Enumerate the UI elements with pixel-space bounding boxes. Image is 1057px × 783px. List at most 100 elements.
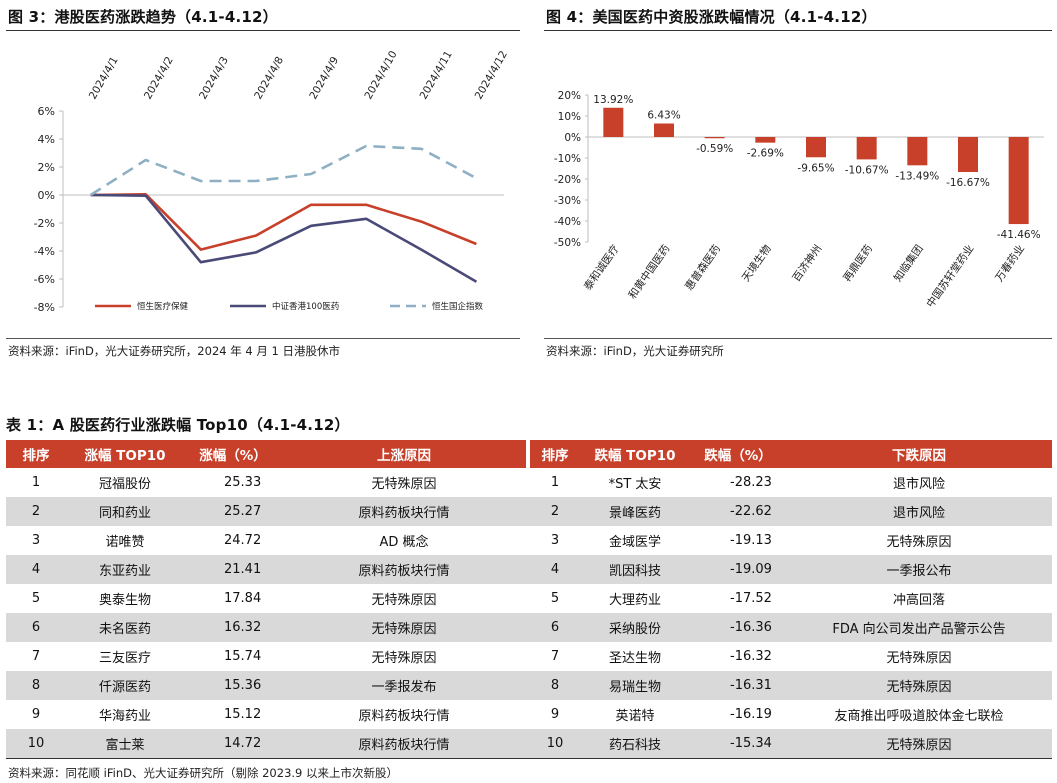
cell-loser-name: 药石科技	[580, 729, 690, 759]
cell-rank-up: 8	[6, 671, 66, 700]
bar	[755, 137, 776, 143]
cell-loss-reason: 退市风险	[786, 497, 1052, 526]
top10-table: 排序 涨幅 TOP10 涨幅（%） 上涨原因 排序 跌幅 TOP10 跌幅（%）…	[6, 440, 1052, 759]
cell-loser-name: 凯因科技	[580, 555, 690, 584]
x-tick-label: 万春药业	[993, 243, 1027, 284]
y-tick-label: 6%	[38, 105, 55, 118]
bar	[856, 137, 877, 160]
cell-gap	[526, 642, 530, 671]
y-tick-label: 10%	[558, 111, 581, 123]
table-row: 1 冠福股份 25.33 无特殊原因 1 *ST 太安 -28.23 退市风险	[6, 468, 1052, 497]
y-tick-label: 0%	[564, 132, 581, 144]
cell-gain-reason: 原料药板块行情	[282, 497, 526, 526]
cell-gain-reason: 原料药板块行情	[282, 729, 526, 759]
cell-loss-reason: 无特殊原因	[786, 642, 1052, 671]
cell-loser-name: 易瑞生物	[580, 671, 690, 700]
cell-loss-pct: -16.36	[690, 613, 786, 642]
cell-loser-name: 采纳股份	[580, 613, 690, 642]
cell-loser-name: 金域医学	[580, 526, 690, 555]
cell-rank-down: 3	[530, 526, 580, 555]
cell-rank-down: 10	[530, 729, 580, 759]
header-loss-pct: 跌幅（%）	[690, 440, 786, 468]
bar-data-label: -0.59%	[696, 143, 733, 155]
y-tick-label: -6%	[34, 273, 55, 286]
y-tick-label: -4%	[34, 245, 55, 258]
bar-data-label: -16.67%	[946, 177, 990, 189]
cell-gain-pct: 16.32	[184, 613, 282, 642]
cell-loss-pct: -15.34	[690, 729, 786, 759]
x-tick-label: 2024/4/8	[252, 55, 286, 102]
figure3-line-chart: 6% 4% 2% 0% -2% -4% -6% -8% 2024/4/1 2024/4/2 2024…	[34, 49, 510, 314]
x-tick-label: 中国苏轩堂药业	[924, 242, 977, 310]
x-tick-label: 2024/4/2	[142, 55, 176, 102]
cell-loss-pct: -16.32	[690, 642, 786, 671]
cell-rank-down: 1	[530, 468, 580, 497]
cell-gain-pct: 25.33	[184, 468, 282, 497]
cell-rank-down: 7	[530, 642, 580, 671]
cell-gain-reason: 无特殊原因	[282, 584, 526, 613]
cell-gainer-name: 仟源医药	[66, 671, 184, 700]
cell-rank-down: 6	[530, 613, 580, 642]
cell-loss-reason: 无特殊原因	[786, 729, 1052, 759]
cell-loss-pct: -19.13	[690, 526, 786, 555]
y-tick-label: -50%	[554, 237, 581, 249]
figure4-title-rule	[544, 30, 1052, 31]
header-gain-reason: 上涨原因	[282, 440, 526, 468]
table-row: 5 奥泰生物 17.84 无特殊原因 5 大理药业 -17.52 冲高回落	[6, 584, 1052, 613]
cell-gain-reason: 原料药板块行情	[282, 555, 526, 584]
cell-gainer-name: 富士莱	[66, 729, 184, 759]
table-row: 10 富士莱 14.72 原料药板块行情 10 药石科技 -15.34 无特殊原因	[6, 729, 1052, 759]
cell-gain-pct: 24.72	[184, 526, 282, 555]
cell-gap	[526, 671, 530, 700]
cell-rank-up: 6	[6, 613, 66, 642]
y-tick-label: -20%	[554, 174, 581, 186]
cell-loss-pct: -28.23	[690, 468, 786, 497]
x-tick-label: 2024/4/1	[87, 55, 121, 102]
cell-gap	[526, 497, 530, 526]
y-tick-label: -10%	[554, 153, 581, 165]
table-row: 2 同和药业 25.27 原料药板块行情 2 景峰医药 -22.62 退市风险	[6, 497, 1052, 526]
cell-gain-pct: 15.74	[184, 642, 282, 671]
bar	[1008, 137, 1029, 225]
cell-rank-up: 1	[6, 468, 66, 497]
cell-gainer-name: 东亚药业	[66, 555, 184, 584]
figure4-title: 图 4：美国医药中资股涨跌幅情况（4.1-4.12）	[546, 8, 877, 26]
cell-rank-up: 2	[6, 497, 66, 526]
y-tick-label: -8%	[34, 301, 55, 314]
cell-loss-reason: 一季报公布	[786, 555, 1052, 584]
cell-loss-reason: FDA 向公司发出产品警示公告	[786, 613, 1052, 642]
cell-rank-up: 3	[6, 526, 66, 555]
figure3-title-rule	[6, 30, 520, 31]
x-tick-label: 知临集团	[891, 242, 926, 284]
cell-rank-down: 9	[530, 700, 580, 729]
x-tick-label: 2024/4/12	[473, 49, 510, 102]
cell-gap	[526, 468, 530, 497]
x-tick-label: 泰和诚医疗	[581, 242, 622, 293]
figure3-source-rule	[6, 338, 520, 339]
table-row: 7 三友医疗 15.74 无特殊原因 7 圣达生物 -16.32 无特殊原因	[6, 642, 1052, 671]
table-row: 4 东亚药业 21.41 原料药板块行情 4 凯因科技 -19.09 一季报公布	[6, 555, 1052, 584]
cell-gain-pct: 21.41	[184, 555, 282, 584]
cell-rank-down: 8	[530, 671, 580, 700]
table-row: 3 诺唯赞 24.72 AD 概念 3 金域医学 -19.13 无特殊原因	[6, 526, 1052, 555]
cell-rank-up: 9	[6, 700, 66, 729]
cell-gain-pct: 15.36	[184, 671, 282, 700]
cell-gain-reason: 无特殊原因	[282, 468, 526, 497]
bar	[958, 137, 978, 173]
cell-gain-reason: 原料药板块行情	[282, 700, 526, 729]
cell-gain-pct: 15.12	[184, 700, 282, 729]
cell-loser-name: 英诺特	[580, 700, 690, 729]
cell-loser-name: 圣达生物	[580, 642, 690, 671]
cell-rank-up: 4	[6, 555, 66, 584]
table-row: 6 未名医药 16.32 无特殊原因 6 采纳股份 -16.36 FDA 向公司发出产品警示公…	[6, 613, 1052, 642]
cell-gap	[526, 700, 530, 729]
bar-data-label: 13.92%	[593, 94, 633, 106]
cell-loser-name: 大理药业	[580, 584, 690, 613]
cell-gain-pct: 25.27	[184, 497, 282, 526]
cell-loss-pct: -19.09	[690, 555, 786, 584]
cell-gainer-name: 未名医药	[66, 613, 184, 642]
bar	[603, 107, 624, 137]
cell-loser-name: *ST 太安	[580, 468, 690, 497]
cell-gain-reason: 无特殊原因	[282, 642, 526, 671]
bar	[654, 123, 674, 137]
